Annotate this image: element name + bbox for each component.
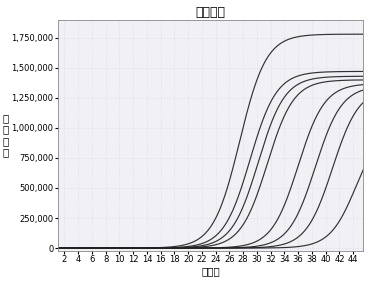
Y-axis label: 荧
光
信
号: 荧 光 信 号 [2,113,8,158]
X-axis label: 循环数: 循环数 [201,266,220,276]
Title: 扩增曲线: 扩增曲线 [196,6,225,19]
